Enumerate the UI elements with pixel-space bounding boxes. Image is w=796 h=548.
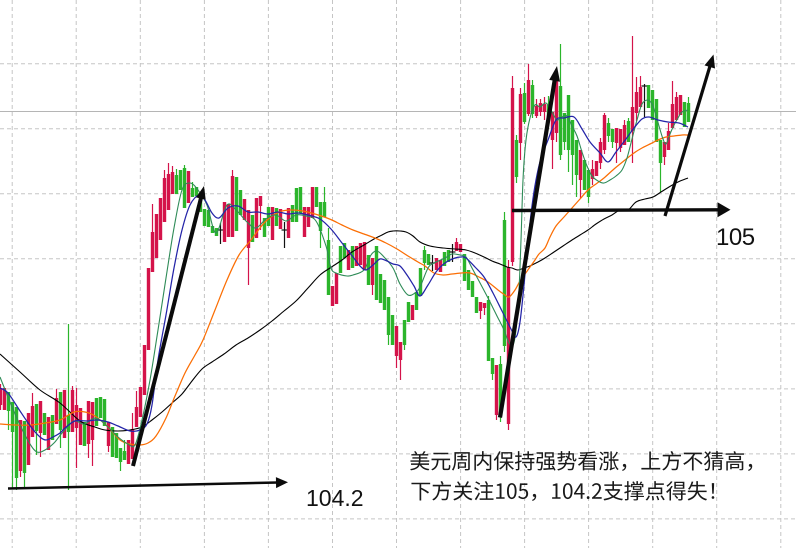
svg-text:105: 105 [716,224,755,251]
svg-text:104.2: 104.2 [306,485,364,511]
